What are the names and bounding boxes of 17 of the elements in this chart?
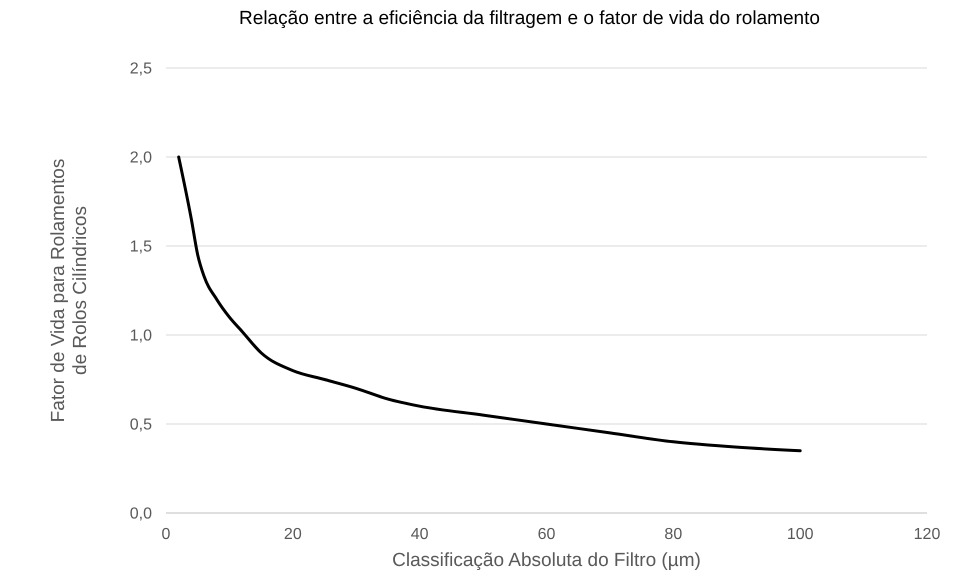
x-tick-label: 100 — [786, 526, 814, 543]
chart-title: Relação entre a eficiência da filtragem e o fator de vida do rolamento — [239, 8, 820, 29]
line-series — [177, 156, 802, 452]
y-tick-label: 1,5 — [130, 238, 152, 256]
y-axis-title: Fator de Vida para Rolamentos de Rolos Cilíndricos — [48, 158, 92, 422]
x-tick-label: 60 — [538, 526, 556, 543]
x-axis-title: Classificação Absoluta do Filtro (µm) — [392, 550, 701, 571]
x-tick-label: 40 — [410, 526, 429, 543]
x-tick-label: 80 — [664, 526, 682, 543]
x-tick-label: 120 — [914, 526, 940, 543]
y-tick-label: 1,0 — [130, 328, 152, 345]
y-tick-label: 2,5 — [130, 60, 152, 78]
y-tick-label: 0,0 — [130, 506, 152, 523]
y-tick-label: 0,5 — [130, 416, 152, 434]
x-tick-label: 0 — [162, 526, 171, 543]
y-tick-label: 2,0 — [130, 150, 152, 167]
x-tick-label: 20 — [284, 526, 302, 543]
